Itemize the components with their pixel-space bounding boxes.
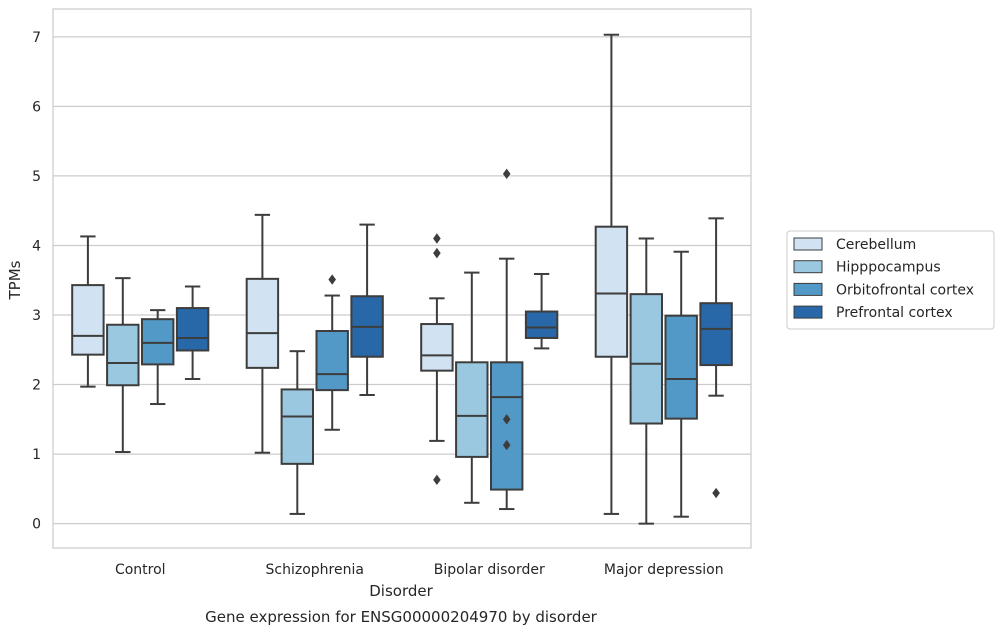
- box-0-0: [71, 284, 105, 356]
- box-group: [664, 250, 698, 518]
- x-tick-label: Major depression: [604, 562, 724, 578]
- box-group: [524, 272, 559, 350]
- plot-boxes: [71, 33, 733, 525]
- y-tick-label: 2: [32, 378, 41, 394]
- box-group: [455, 271, 489, 504]
- box-0-1: [245, 277, 280, 369]
- box-group: [489, 168, 524, 511]
- box-group: [140, 309, 175, 406]
- grid-lines: [53, 36, 751, 525]
- box-1-1: [280, 388, 315, 465]
- y-tick-label: 1: [32, 447, 41, 463]
- legend-swatch: [793, 260, 823, 274]
- box-0-2: [420, 323, 454, 372]
- box-3-2: [524, 310, 559, 339]
- outlier-point: [433, 247, 441, 259]
- y-axis-ticks: 0 1 2 3 4 5 6 7: [32, 30, 41, 533]
- box-3-0: [175, 307, 210, 352]
- y-tick-label: 5: [32, 169, 41, 185]
- outlier-point: [433, 233, 441, 244]
- y-axis-title: TPMs: [6, 260, 24, 300]
- legend-swatch: [793, 237, 823, 251]
- box-group: [106, 277, 140, 454]
- legend-frame: [786, 230, 995, 330]
- box-3-3: [699, 302, 733, 367]
- box-group: [420, 233, 454, 486]
- box-1-3: [629, 293, 664, 425]
- box-group: [245, 213, 280, 454]
- y-tick-label: 7: [32, 30, 41, 46]
- legend: Cerebellum Hipppocampus Orbitofrontal cort…: [786, 230, 995, 330]
- box-group: [71, 235, 105, 388]
- x-axis-ticks: Control Schizophrenia Bipolar disorder Majo…: [115, 562, 724, 578]
- outlier-point: [712, 487, 720, 499]
- box-2-1: [315, 330, 349, 392]
- outlier-point: [433, 474, 441, 486]
- x-tick-label: Schizophrenia: [266, 562, 364, 578]
- y-tick-label: 4: [32, 238, 41, 254]
- y-tick-label: 6: [32, 99, 41, 115]
- outlier-point: [502, 168, 511, 180]
- legend-label: Cerebellum: [836, 237, 916, 253]
- box-2-3: [664, 314, 698, 420]
- box-0-3: [594, 225, 629, 358]
- x-axis-title: Disorder: [369, 582, 433, 600]
- plot-frame: [52, 8, 752, 549]
- box-group: [699, 217, 733, 499]
- x-tick-label: Control: [115, 562, 166, 578]
- box-group: [315, 274, 349, 431]
- x-tick-label: Bipolar disorder: [434, 562, 545, 578]
- box-group: [594, 33, 629, 515]
- legend-swatch: [793, 282, 823, 296]
- y-tick-label: 0: [32, 517, 41, 533]
- y-tick-label: 3: [32, 308, 41, 324]
- legend-label: Orbitofrontal cortex: [836, 282, 974, 298]
- chart-title: Gene expression for ENSG00000204970 by d…: [205, 608, 598, 626]
- legend-label: Hipppocampus: [836, 260, 941, 276]
- outlier-point: [502, 439, 511, 451]
- legend-label: Prefrontal cortex: [836, 305, 953, 321]
- outlier-point: [502, 414, 511, 425]
- legend-swatch: [793, 305, 823, 319]
- box-group: [350, 223, 384, 396]
- box-1-0: [106, 323, 140, 387]
- box-2-2: [489, 361, 524, 491]
- box-1-2: [455, 361, 489, 458]
- box-group: [175, 285, 210, 380]
- box-group: [629, 237, 664, 525]
- box-2-0: [140, 318, 175, 366]
- box-group: [280, 350, 315, 515]
- outlier-point: [328, 274, 336, 285]
